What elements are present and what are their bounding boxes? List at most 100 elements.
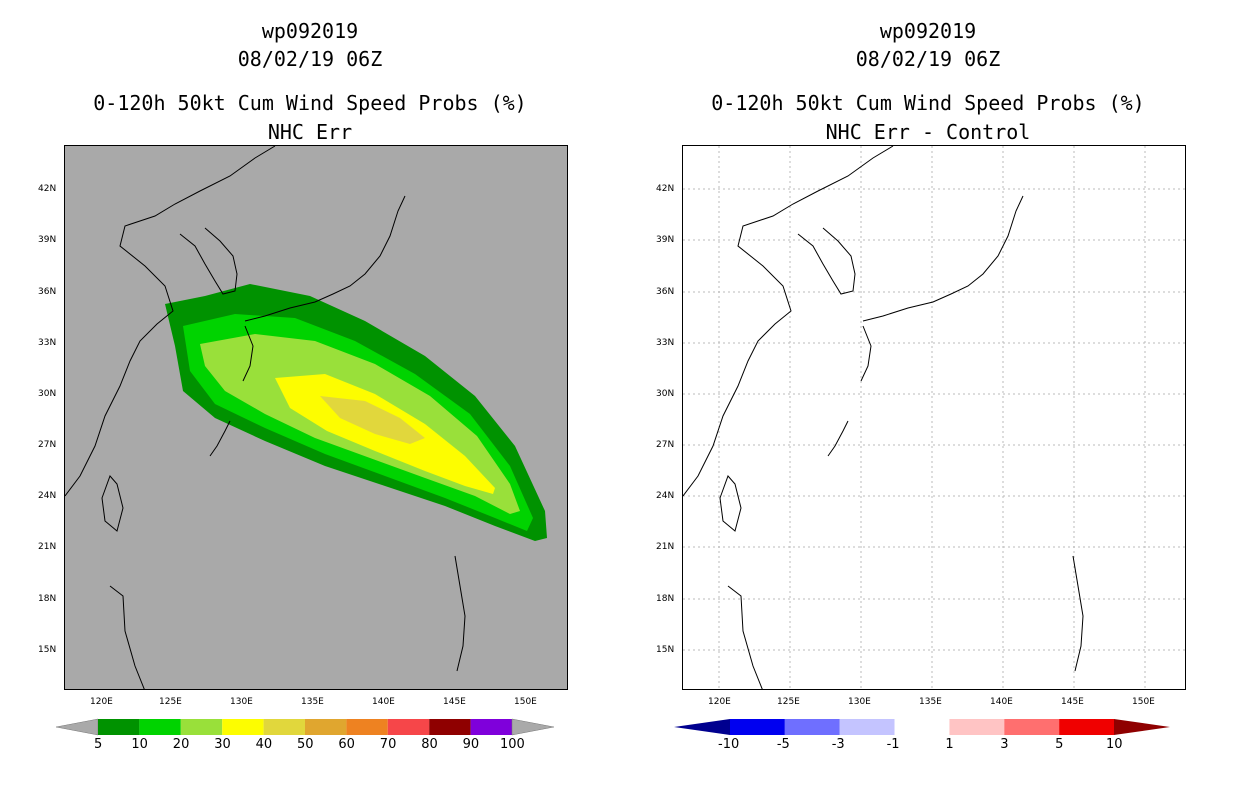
left-product-title: 0-120h 50kt Cum Wind Speed Probs (%) xyxy=(93,91,527,115)
left-colorbar-swatch xyxy=(470,719,512,735)
right-storm-id: wp092019 xyxy=(879,19,977,43)
lat-label: 18N xyxy=(656,594,675,604)
coast-marianas xyxy=(454,555,466,672)
lat-label: 42N xyxy=(38,184,57,194)
lon-label: 120E xyxy=(90,697,113,707)
right-colorbar-swatch xyxy=(1059,719,1114,735)
lat-label: 27N xyxy=(656,440,675,450)
coast-kyushu xyxy=(860,325,872,382)
left-subtitle: NHC Err xyxy=(267,120,353,144)
left-colorbar-over-arrow xyxy=(511,718,555,736)
lat-label: 36N xyxy=(38,287,57,297)
lon-label: 150E xyxy=(1132,697,1155,707)
coast-marianas xyxy=(1072,555,1084,672)
left-colorbar-swatch xyxy=(139,719,181,735)
right-colorbar-under-arrow xyxy=(674,719,730,735)
right-colorbar-swatch xyxy=(949,719,1005,735)
left-colorbar-label: 60 xyxy=(338,737,355,752)
lat-label: 21N xyxy=(656,542,675,552)
coast-korea xyxy=(179,227,238,295)
lon-label: 125E xyxy=(159,697,182,707)
right-colorbar-swatch xyxy=(839,719,895,735)
lat-label: 27N xyxy=(38,440,57,450)
left-colorbar-boxes xyxy=(98,719,512,735)
lat-label: 21N xyxy=(38,542,57,552)
right-colorbar xyxy=(674,719,1170,735)
left-colorbar xyxy=(56,718,555,736)
lat-label: 39N xyxy=(656,235,675,245)
lon-label: 140E xyxy=(990,697,1013,707)
coast-taiwan xyxy=(101,475,124,532)
prob-contour-40 xyxy=(320,396,425,444)
left-colorbar-swatch xyxy=(429,719,471,735)
right-colorbar-label: -3 xyxy=(831,737,845,752)
coast-ryukyu xyxy=(827,420,849,457)
left-colorbar-under-arrow xyxy=(56,718,99,736)
coast-japan xyxy=(862,195,1024,322)
coast-taiwan xyxy=(719,475,742,532)
right-colorbar-label: 5 xyxy=(1055,737,1064,752)
left-colorbar-swatch xyxy=(305,719,347,735)
right-colorbar-boxes xyxy=(674,719,1170,735)
lon-label: 130E xyxy=(848,697,871,707)
left-colorbar-swatch xyxy=(346,719,388,735)
right-colorbar-label: -10 xyxy=(718,737,740,752)
right-colorbar-label: -5 xyxy=(776,737,790,752)
lon-label: 120E xyxy=(708,697,731,707)
left-colorbar-label: 100 xyxy=(500,737,525,752)
lon-label: 130E xyxy=(230,697,253,707)
left-colorbar-label: 5 xyxy=(94,737,103,752)
coast-luzon xyxy=(109,585,145,689)
right-colorbar-label: -1 xyxy=(886,737,900,752)
right-colorbar-label: 10 xyxy=(1106,737,1123,752)
left-colorbar-label: 70 xyxy=(379,737,397,752)
left-colorbar-label: 50 xyxy=(297,737,314,752)
lat-label: 30N xyxy=(656,389,675,399)
right-colorbar-label: 1 xyxy=(945,737,954,752)
right-coastlines xyxy=(683,146,1084,689)
coast-korea xyxy=(797,227,856,295)
left-coastlines xyxy=(65,146,466,689)
lat-label: 33N xyxy=(38,338,57,348)
right-datetime: 08/02/19 06Z xyxy=(855,47,1001,71)
lon-label: 140E xyxy=(372,697,395,707)
right-colorbar-swatch xyxy=(1004,719,1060,735)
right-colorbar-swatch xyxy=(894,719,950,735)
probability-contours xyxy=(165,284,547,541)
coast-asia-mainland xyxy=(65,146,276,497)
lon-label: 145E xyxy=(1061,697,1084,707)
right-product-title: 0-120h 50kt Cum Wind Speed Probs (%) xyxy=(711,91,1145,115)
right-gridlines xyxy=(683,146,1185,689)
left-datetime: 08/02/19 06Z xyxy=(237,47,383,71)
lat-label: 36N xyxy=(656,287,675,297)
left-colorbar-label: 10 xyxy=(131,737,148,752)
coast-ryukyu xyxy=(209,420,231,457)
lon-label: 150E xyxy=(514,697,537,707)
right-colorbar-swatch xyxy=(730,719,785,735)
left-colorbar-label: 30 xyxy=(214,737,231,752)
left-probability-map: 42N xyxy=(64,145,568,690)
lat-label: 39N xyxy=(38,235,57,245)
lat-label: 42N xyxy=(656,184,675,194)
left-colorbar-label: 20 xyxy=(172,737,190,752)
coast-japan xyxy=(244,195,406,322)
left-colorbar-label: 80 xyxy=(421,737,438,752)
lon-label: 135E xyxy=(301,697,324,707)
lat-label: 18N xyxy=(38,594,57,604)
right-difference-map xyxy=(682,145,1186,690)
right-map-svg xyxy=(683,146,1185,689)
right-colorbar-label: 3 xyxy=(1000,737,1009,752)
lat-label: 24N xyxy=(38,491,57,501)
left-colorbar-swatch xyxy=(98,719,140,735)
left-colorbar-label: 90 xyxy=(462,737,480,752)
left-colorbar-swatch xyxy=(387,719,430,735)
left-colorbar-label: 40 xyxy=(255,737,273,752)
left-colorbar-swatch xyxy=(180,719,223,735)
right-subtitle: NHC Err - Control xyxy=(825,120,1031,144)
lon-label: 135E xyxy=(919,697,942,707)
coast-asia-mainland xyxy=(683,146,894,497)
left-colorbar-swatch xyxy=(222,719,264,735)
coast-luzon xyxy=(727,585,763,689)
right-colorbar-swatch xyxy=(784,719,840,735)
lon-label: 145E xyxy=(443,697,466,707)
